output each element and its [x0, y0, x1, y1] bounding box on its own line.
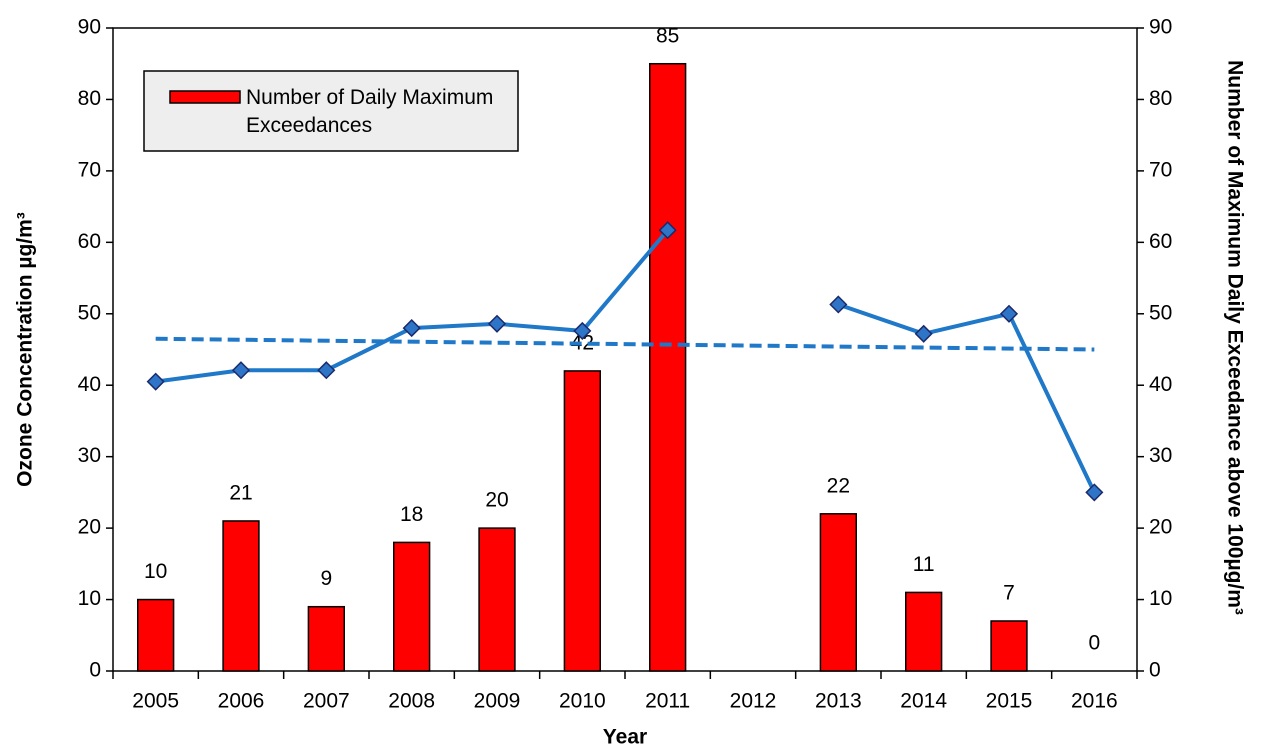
marker: [914, 324, 933, 343]
y-tick-label: 10: [78, 587, 101, 610]
data-label: 9: [320, 567, 332, 590]
x-tick-label: 2012: [730, 690, 777, 713]
marker: [317, 361, 336, 380]
y2-tick-label: 20: [1149, 516, 1172, 539]
data-label: 22: [827, 474, 850, 497]
legend-label: Number of Daily Maximum Exceedances: [246, 86, 494, 137]
marker: [487, 314, 507, 333]
y2-tick-label: 70: [1149, 158, 1172, 181]
bar: [392, 541, 431, 672]
y-tick-label: 20: [78, 516, 101, 539]
line: [155, 228, 1097, 494]
data-label: 21: [229, 482, 252, 505]
y2-tick-label: 40: [1149, 373, 1172, 396]
data-label: 85: [656, 24, 679, 47]
data-label: 11: [913, 553, 935, 576]
data-label: 0: [1088, 632, 1100, 655]
y-tick-label: 50: [78, 301, 101, 324]
y2-tick-label: 60: [1149, 230, 1172, 253]
y-tick-label: 70: [78, 158, 101, 181]
x-tick-label: 2010: [559, 690, 606, 713]
marker: [1085, 483, 1104, 502]
marker: [658, 221, 677, 240]
y2-axis-title: Number of Maximum Daily Exceedance above…: [1223, 60, 1247, 615]
x-axis-title: Year: [603, 726, 647, 747]
marker: [999, 304, 1019, 323]
data-label: 42: [571, 331, 594, 354]
y-tick-label: 40: [78, 373, 101, 396]
bar: [222, 520, 260, 672]
y-tick-label: 60: [78, 230, 101, 253]
y2-tick-label: 90: [1149, 16, 1172, 39]
bar: [904, 591, 943, 672]
y-tick-label: 0: [89, 659, 101, 682]
x-tick-label: 2006: [218, 690, 265, 713]
x-tick-label: 2008: [388, 690, 435, 713]
data-label: 7: [1003, 582, 1015, 605]
legend-swatch: [169, 90, 241, 104]
bar: [648, 62, 687, 672]
y2-tick-label: 80: [1149, 87, 1172, 110]
marker: [573, 321, 592, 340]
x-tick-label: 2007: [303, 690, 350, 713]
bar: [307, 605, 346, 672]
x-tick-label: 2014: [900, 690, 947, 713]
data-label: 10: [144, 560, 167, 583]
marker: [146, 372, 165, 391]
y2-tick-label: 30: [1149, 444, 1172, 467]
y-tick-label: 90: [78, 16, 101, 39]
bar: [563, 370, 602, 672]
y-axis-title: Ozone Concentration µg/m³: [13, 212, 37, 487]
x-tick-label: 2005: [132, 690, 179, 713]
y-tick-label: 30: [78, 444, 101, 467]
trendline: [155, 336, 1095, 352]
x-tick-label: 2013: [815, 690, 862, 713]
y2-tick-label: 10: [1149, 587, 1172, 610]
y2-tick-label: 50: [1149, 301, 1172, 324]
x-tick-label: 2011: [645, 690, 690, 713]
y2-tick-label: 0: [1149, 659, 1161, 682]
bar: [136, 598, 175, 672]
marker: [829, 295, 848, 314]
marker: [402, 319, 421, 338]
y-tick-label: 80: [78, 87, 101, 110]
bar: [819, 513, 858, 672]
x-tick-label: 2016: [1071, 690, 1118, 713]
x-tick-label: 2015: [986, 690, 1033, 713]
bar: [478, 527, 516, 672]
marker: [231, 361, 251, 380]
legend-box: [143, 70, 519, 152]
data-label: 20: [485, 489, 508, 512]
bar: [990, 620, 1028, 672]
x-tick-label: 2009: [474, 690, 521, 713]
data-label: 18: [400, 503, 423, 526]
